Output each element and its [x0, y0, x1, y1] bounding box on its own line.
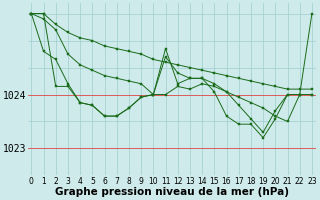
X-axis label: Graphe pression niveau de la mer (hPa): Graphe pression niveau de la mer (hPa) [55, 187, 289, 197]
